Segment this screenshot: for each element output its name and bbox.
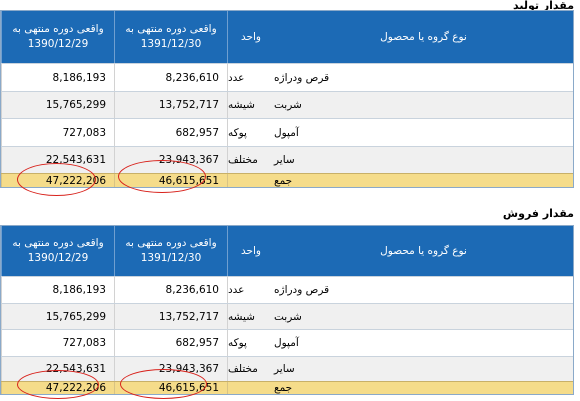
header-actual-1391-line1: واقعی دوره منتهی به <box>125 23 217 35</box>
table-row[interactable]: 8,186,193 8,236,610 عدد قرص ودراژه <box>1 63 573 91</box>
cell-product: سایر <box>274 363 295 375</box>
total-unit-empty <box>227 174 274 187</box>
sales-table: واقعی دوره منتهی به 1390/12/29 واقعی دور… <box>0 225 574 395</box>
sales-section: مقدار فروش واقعی دوره منتهی به 1390/12/2… <box>0 206 580 401</box>
cell-1390: 727,083 <box>1 119 114 146</box>
cell-1390: 15,765,299 <box>1 304 114 329</box>
cell-unit: شیشه <box>227 304 274 329</box>
header-actual-1390[interactable]: واقعی دوره منتهی به 1390/12/29 <box>1 226 114 276</box>
production-title: مقدار تولید <box>512 0 574 12</box>
cell-unit: شیشه <box>227 92 274 118</box>
cell-1391: 23,943,367 <box>114 147 227 173</box>
cell-1390: 8,186,193 <box>1 277 114 303</box>
cell-1390: 8,186,193 <box>1 64 114 91</box>
table-row[interactable]: 22,543,631 23,943,367 مختلف سایر <box>1 356 573 381</box>
cell-1391: 682,957 <box>114 330 227 356</box>
total-label: جمع <box>274 174 293 187</box>
header-actual-1391-line2: 1391/12/30 <box>140 252 202 264</box>
cell-unit: عدد <box>227 277 274 303</box>
header-product-group[interactable]: نوع گروه یا محصول <box>380 30 467 43</box>
header-actual-1390[interactable]: واقعی دوره منتهی به 1390/12/29 <box>1 11 114 63</box>
cell-product: قرص ودراژه <box>274 284 330 296</box>
cell-1391: 13,752,717 <box>114 92 227 118</box>
total-1390: 47,222,206 <box>1 174 114 187</box>
header-actual-1390-line2: 1390/12/29 <box>27 38 89 50</box>
cell-1391: 682,957 <box>114 119 227 146</box>
cell-product: شربت <box>274 99 302 111</box>
production-table-header: واقعی دوره منتهی به 1390/12/29 واقعی دور… <box>1 11 573 63</box>
header-product-group[interactable]: نوع گروه یا محصول <box>380 244 467 257</box>
header-actual-1390-line1: واقعی دوره منتهی به <box>12 23 104 35</box>
cell-unit: مختلف <box>227 147 274 173</box>
total-row[interactable]: 47,222,206 46,615,651 جمع <box>1 381 573 394</box>
cell-unit: مختلف <box>227 357 274 381</box>
table-row[interactable]: 8,186,193 8,236,610 عدد قرص ودراژه <box>1 276 573 303</box>
table-row[interactable]: 15,765,299 13,752,717 شیشه شربت <box>1 91 573 118</box>
total-label: جمع <box>274 382 293 394</box>
sales-title: مقدار فروش <box>502 207 574 220</box>
header-actual-1390-line2: 1390/12/29 <box>27 252 89 264</box>
total-1390: 47,222,206 <box>1 382 114 394</box>
cell-product: آمپول <box>274 337 299 349</box>
total-row[interactable]: 47,222,206 46,615,651 جمع <box>1 173 573 187</box>
cell-unit: عدد <box>227 64 274 91</box>
production-section: مقدار تولید واقعی دوره منتهی به 1390/12/… <box>0 0 574 196</box>
cell-product: شربت <box>274 310 302 323</box>
table-row[interactable]: 15,765,299 13,752,717 شیشه شربت <box>1 303 573 329</box>
cell-1390: 22,543,631 <box>1 147 114 173</box>
cell-1390: 727,083 <box>1 330 114 356</box>
table-row[interactable]: 727,083 682,957 پوکه آمپول <box>1 118 573 146</box>
cell-1390: 22,543,631 <box>1 357 114 381</box>
production-table: واقعی دوره منتهی به 1390/12/29 واقعی دور… <box>0 10 574 188</box>
header-unit[interactable]: واحد <box>227 226 274 276</box>
cell-product: قرص ودراژه <box>274 71 330 84</box>
header-actual-1390-line1: واقعی دوره منتهی به <box>12 237 104 249</box>
total-unit-empty <box>227 382 274 394</box>
header-actual-1391-line2: 1391/12/30 <box>140 38 202 50</box>
header-actual-1391-line1: واقعی دوره منتهی به <box>125 237 217 249</box>
cell-1391: 23,943,367 <box>114 357 227 381</box>
cell-unit: پوکه <box>227 119 274 146</box>
header-actual-1391[interactable]: واقعی دوره منتهی به 1391/12/30 <box>114 226 227 276</box>
table-row[interactable]: 727,083 682,957 پوکه آمپول <box>1 329 573 356</box>
total-1391: 46,615,651 <box>114 174 227 187</box>
cell-product: آمپول <box>274 126 299 139</box>
cell-product: سایر <box>274 154 295 166</box>
cell-1391: 8,236,610 <box>114 277 227 303</box>
table-row[interactable]: 22,543,631 23,943,367 مختلف سایر <box>1 146 573 173</box>
header-actual-1391[interactable]: واقعی دوره منتهی به 1391/12/30 <box>114 11 227 63</box>
cell-1391: 8,236,610 <box>114 64 227 91</box>
sales-table-header: واقعی دوره منتهی به 1390/12/29 واقعی دور… <box>1 226 573 276</box>
header-unit[interactable]: واحد <box>227 11 274 63</box>
cell-unit: پوکه <box>227 330 274 356</box>
cell-1391: 13,752,717 <box>114 304 227 329</box>
total-1391: 46,615,651 <box>114 382 227 394</box>
cell-1390: 15,765,299 <box>1 92 114 118</box>
